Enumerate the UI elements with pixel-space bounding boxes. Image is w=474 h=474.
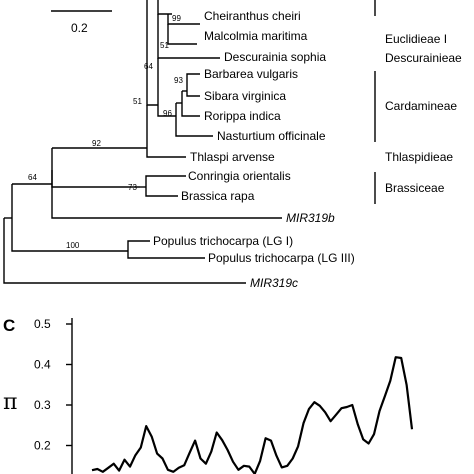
- branch: [51, 170, 282, 219]
- diversity-chart: C π 0.5 0.4 0.3 0.2: [3, 316, 414, 474]
- clade-label: Brassiceae: [385, 181, 445, 195]
- branch: [157, 58, 176, 117]
- branch: [145, 178, 178, 197]
- branch: [11, 184, 128, 252]
- taxon-label: Cheiranthus cheiri: [204, 9, 301, 23]
- panel-letter: C: [3, 316, 15, 335]
- taxon-label: Conringia orientalis: [188, 169, 291, 183]
- taxon-label: Thlaspi arvense: [190, 150, 275, 164]
- y-tick-label: 0.3: [34, 398, 51, 412]
- branch: [146, 0, 158, 106]
- clade-label: Cardamineae: [385, 99, 457, 113]
- taxon-label: MIR319b: [286, 211, 335, 225]
- taxon-label: Populus trichocarpa (LG I): [153, 234, 293, 248]
- bootstrap-value: 99: [172, 14, 181, 23]
- taxon-label: Barbarea vulgaris: [204, 67, 298, 81]
- taxon-label: Populus trichocarpa (LG III): [208, 251, 355, 265]
- y-ticks: 0.5 0.4 0.3 0.2: [34, 317, 72, 453]
- scale-bar-label: 0.2: [71, 21, 88, 35]
- bootstrap-value: 51: [160, 41, 169, 50]
- taxon-label: Sibara virginica: [204, 89, 286, 103]
- clade-label: Euclidieae I: [385, 32, 447, 46]
- y-tick-label: 0.4: [34, 358, 51, 372]
- y-tick-label: 0.5: [34, 317, 51, 331]
- branch: [127, 251, 205, 259]
- phylogenetic-tree: 0.2: [3, 0, 462, 290]
- taxon-labels: Cheiranthus cheiri Malcolmia maritima De…: [153, 9, 355, 290]
- bootstrap-value: 100: [66, 241, 80, 250]
- branch: [127, 240, 150, 251]
- taxon-label: Brassica rapa: [181, 189, 255, 203]
- bootstrap-value: 93: [174, 76, 183, 85]
- clade-label: Descurainieae: [385, 51, 462, 65]
- bootstrap-values: 99 51 64 93 96 51 92 73 64 100: [28, 14, 183, 250]
- clade-label: Thlaspidieae: [385, 150, 453, 164]
- taxon-label: Descurainia sophia: [224, 50, 326, 64]
- branch: [51, 148, 140, 188]
- y-tick-label: 0.2: [34, 439, 51, 453]
- y-axis-label: π: [3, 390, 17, 415]
- branch: [181, 91, 200, 117]
- branch: [186, 84, 200, 97]
- taxon-label: Malcolmia maritima: [204, 29, 308, 43]
- branch: [3, 218, 246, 284]
- taxon-label: Nasturtium officinale: [217, 129, 326, 143]
- branch: [146, 105, 186, 158]
- tree-branches: [3, 0, 282, 284]
- bootstrap-value: 51: [133, 97, 142, 106]
- clade-annotations: Euclidieae I Descurainieae Cardamineae T…: [374, 0, 462, 204]
- series-line: [91, 356, 414, 474]
- taxon-label: Rorippa indica: [204, 109, 281, 123]
- taxon-label: MIR319c: [250, 276, 298, 290]
- series-layer: [91, 356, 414, 474]
- bootstrap-value: 73: [128, 183, 137, 192]
- branch: [167, 24, 197, 45]
- bootstrap-value: 64: [28, 173, 37, 182]
- branch: [145, 175, 186, 178]
- branch: [186, 73, 200, 84]
- branch: [175, 103, 213, 137]
- bootstrap-value: 64: [144, 62, 153, 71]
- branch: [157, 0, 172, 15]
- bootstrap-value: 96: [163, 109, 172, 118]
- bootstrap-value: 92: [92, 139, 101, 148]
